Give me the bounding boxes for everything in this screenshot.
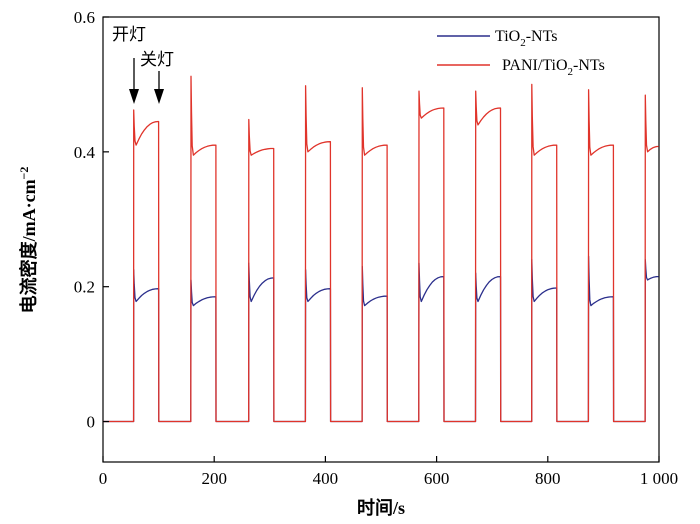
plot-frame [102,16,660,463]
y-tick-label: 0.6 [74,8,95,27]
arrow-down-icon [154,89,164,104]
y-axis-title-main: 电流密度/mA·cm [18,179,39,313]
y-tick-label: 0 [87,413,96,432]
x-tick-label: 400 [313,469,339,488]
y-axis-ticks: 0 0.2 0.4 0.6 [74,8,109,432]
x-tick-label: 800 [535,469,561,488]
legend-label-pani-tio2-nts: PANI/TiO2-NTs [502,57,605,78]
y-tick-label: 0.4 [74,143,96,162]
x-tick-label: 0 [99,469,108,488]
x-axis-title: 时间/s [357,498,405,518]
annotation-light-on: 开灯 [112,25,146,104]
series-tio2-nts-line [103,255,659,423]
y-axis-title-exponent: −2 [17,167,31,180]
arrow-down-icon [129,89,139,104]
x-axis-ticks: 0 200 400 600 800 1 000 [99,456,678,488]
x-tick-label: 600 [424,469,450,488]
annotation-light-off: 关灯 [140,50,174,104]
series-pani-tio2-nts-line [103,75,659,423]
legend: TiO2-NTs PANI/TiO2-NTs [437,28,605,78]
annotation-light-on-label: 开灯 [112,25,146,44]
y-axis-title: 电流密度/mA·cm−2 [17,167,39,314]
x-tick-label: 200 [201,469,227,488]
series-layer [103,75,659,423]
y-tick-label: 0.2 [74,278,95,297]
x-tick-label: 1 000 [640,469,678,488]
annotation-light-off-label: 关灯 [140,50,174,69]
legend-label-tio2-nts: TiO2-NTs [495,28,557,49]
